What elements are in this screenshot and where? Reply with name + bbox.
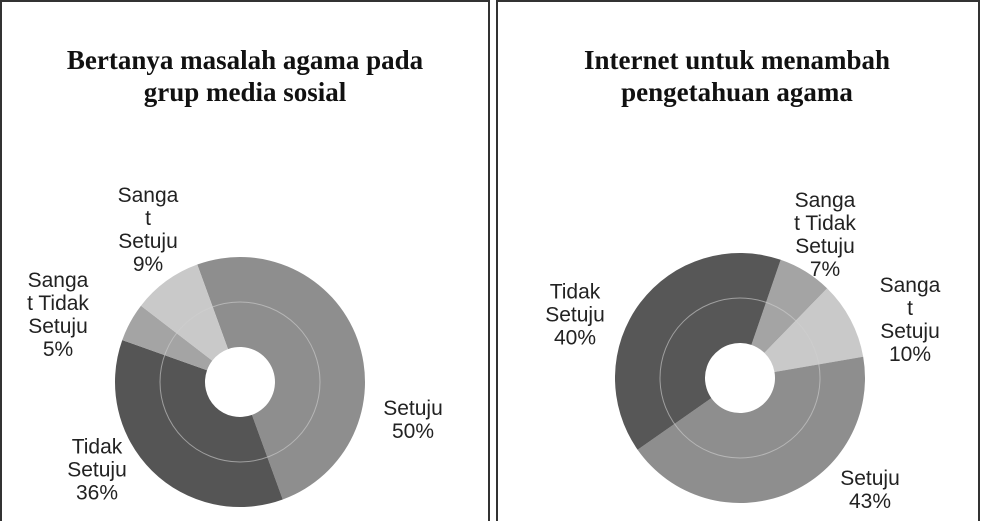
value-label: 50% xyxy=(391,420,435,443)
category-label: Tidak Setuju xyxy=(67,435,127,482)
category-label: Setuju xyxy=(383,397,443,420)
data-label: Setuju 43% xyxy=(839,467,902,513)
value-label: 7% xyxy=(809,258,841,281)
category-label: Sangat Tidak Setuju xyxy=(27,269,89,338)
value-label: 40% xyxy=(553,326,597,350)
data-label: Sangat Tidak Setuju 5% xyxy=(27,269,90,361)
data-label: Tidak Setuju 36% xyxy=(66,436,129,505)
value-label: 9% xyxy=(132,253,164,276)
category-label: Sangat Tidak Setuju xyxy=(794,189,856,258)
donut-slice xyxy=(122,305,213,371)
category-label: Setuju xyxy=(840,467,900,490)
donut-slice xyxy=(751,259,828,353)
data-label: Setuju 50% xyxy=(382,397,445,443)
inner-ring xyxy=(159,301,321,463)
value-label: 5% xyxy=(42,338,74,361)
value-label: 43% xyxy=(848,490,892,513)
panel-border xyxy=(0,0,490,521)
data-label: Sangat Setuju 9% xyxy=(117,184,180,276)
data-label: Sangat Setuju 10% xyxy=(879,274,942,366)
chart-title: Internet untuk menambah pengetahuan agam… xyxy=(583,45,891,107)
donut-slice xyxy=(115,340,283,507)
donut-slice xyxy=(140,264,229,361)
donut-slice xyxy=(197,257,365,500)
category-label: Sangat Setuju xyxy=(879,274,941,343)
data-label: Sangat Tidak Setuju 7% xyxy=(794,189,857,281)
chart-title: Bertanya masalah agama pada grup media s… xyxy=(66,45,424,107)
inner-ring xyxy=(659,297,821,459)
donut-slice xyxy=(637,356,865,503)
data-label: Tidak Setuju 40% xyxy=(544,281,607,350)
value-label: 10% xyxy=(888,343,932,366)
panel-border xyxy=(496,0,980,521)
donut-slice xyxy=(614,252,781,450)
category-label: Tidak Setuju xyxy=(545,280,605,327)
category-label: Sangat Setuju xyxy=(117,184,179,253)
value-label: 36% xyxy=(75,481,119,505)
donut-slice xyxy=(764,288,864,373)
